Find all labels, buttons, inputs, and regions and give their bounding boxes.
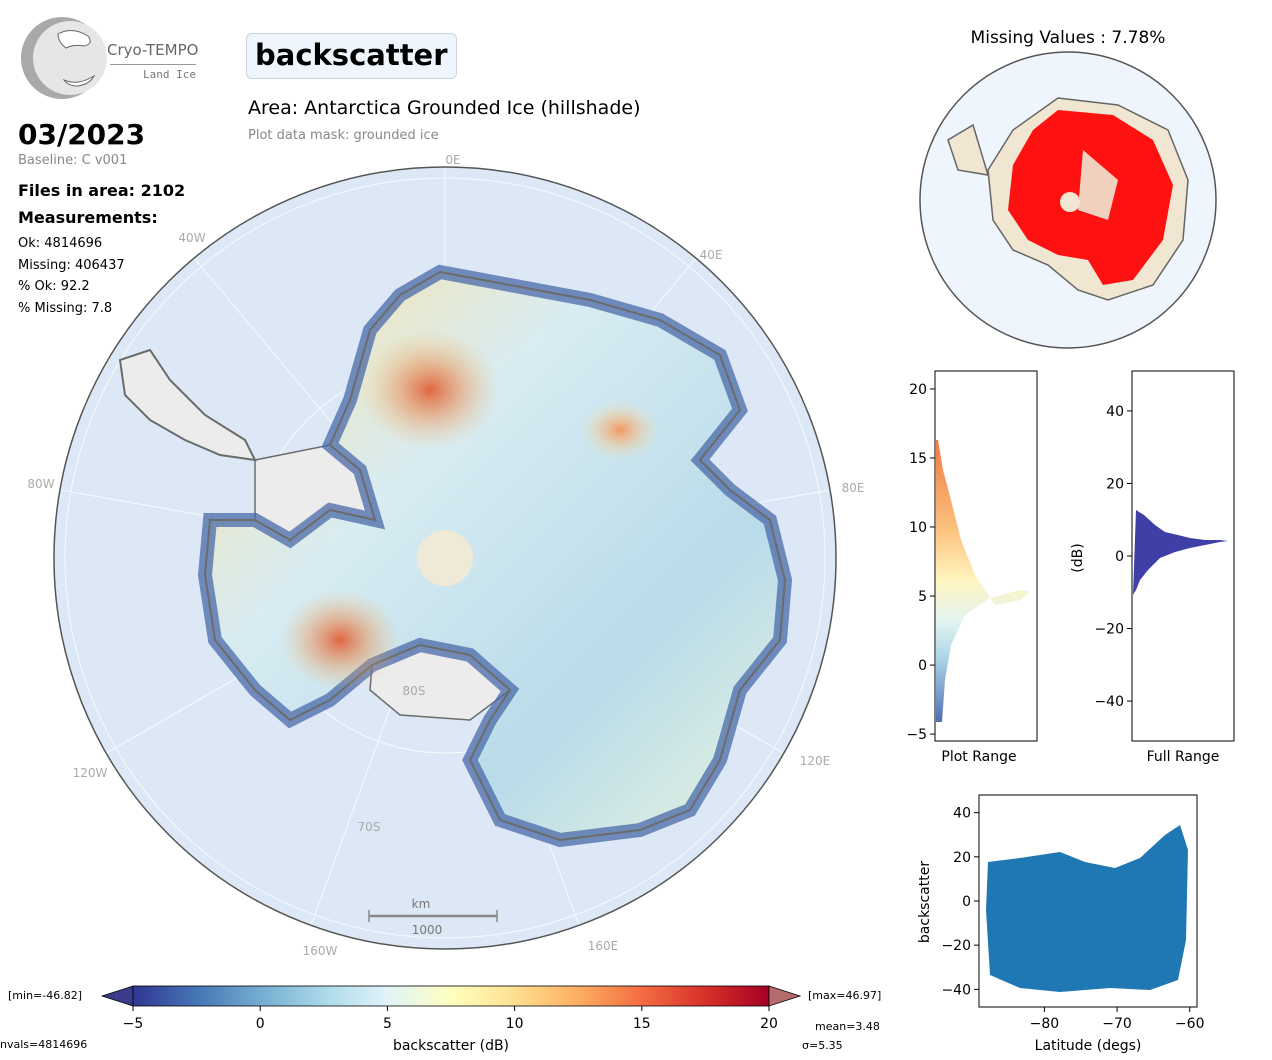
ok-count: Ok: 4814696 xyxy=(18,236,103,251)
scatter-ylabel: backscatter xyxy=(917,861,933,943)
lat-label: 70S xyxy=(358,820,381,834)
scale-unit: km xyxy=(412,897,431,911)
plot-range-y-tick-label: 20 xyxy=(909,382,927,398)
area-title: Area: Antarctica Grounded Ice (hillshade… xyxy=(248,97,641,119)
logo-subtitle: Land Ice xyxy=(143,68,196,81)
full-range-ylabel: (dB) xyxy=(1070,543,1086,572)
antarctic-peninsula xyxy=(118,348,257,462)
measurements-heading: Measurements: xyxy=(18,208,158,227)
colorbar-nvals: nvals=4814696 xyxy=(0,1038,87,1051)
colorbar-sigma: σ=5.35 xyxy=(802,1039,843,1052)
cryo-tempo-logo-icon xyxy=(21,17,107,99)
full-range-y-tick-label: 20 xyxy=(1106,476,1124,492)
colorbar-min-extend xyxy=(100,985,134,1007)
logo-name: Cryo-TEMPO xyxy=(107,41,199,59)
plot-range-bars xyxy=(936,440,1030,722)
plot-range-y-tick-label: 10 xyxy=(909,520,927,536)
lon-label: 40W xyxy=(178,231,205,245)
plot-range-y-tick-label: −5 xyxy=(906,727,927,743)
peninsula-ok-region xyxy=(947,123,990,176)
colorbar: −5 0 5 10 15 20 backscatter (dB) [min=-46.82]… xyxy=(0,985,881,1054)
colorbar-tick-label: 0 xyxy=(256,1016,265,1032)
scatter-x-tick-label: −80 xyxy=(1030,1016,1060,1032)
colorbar-tick-label: 20 xyxy=(760,1016,778,1032)
month-label: 03/2023 xyxy=(18,118,146,151)
full-range-histogram: −40 −20 0 20 40 Full Range (dB) xyxy=(1070,370,1235,765)
plot-range-y-tick-label: 15 xyxy=(909,451,927,467)
colorbar-max: [max=46.97] xyxy=(808,989,881,1002)
scatter-x-tick-label: −70 xyxy=(1102,1016,1132,1032)
colorbar-tick-label: 5 xyxy=(383,1016,392,1032)
colorbar-tick-label: 15 xyxy=(633,1016,651,1032)
scale-bar: km 1000 xyxy=(368,897,498,937)
lon-label: 0E xyxy=(445,153,460,167)
colorbar-max-extend xyxy=(768,985,802,1007)
missing-values-map xyxy=(919,51,1217,349)
scatter-x-tick-label: −60 xyxy=(1175,1016,1205,1032)
colorbar-gradient xyxy=(132,985,770,1007)
full-range-xlabel: Full Range xyxy=(1147,749,1220,765)
colorbar-min: [min=-46.82] xyxy=(8,989,82,1002)
full-range-y-tick-label: 40 xyxy=(1106,404,1124,420)
coastline xyxy=(203,270,787,842)
antarctica-map: 0E 40E 80E 120E 160E 160W 120W 80W 40W 8… xyxy=(27,153,865,958)
files-count: Files in area: 2102 xyxy=(18,181,186,200)
high-backscatter-region xyxy=(360,330,500,450)
plot-range-y-tick-label: 5 xyxy=(918,589,927,605)
latitude-scatter: −40 −20 0 20 40 −80 −70 −60 Latitude (degs) bac… xyxy=(917,794,1205,1054)
plot-range-y-tick-label: 0 xyxy=(918,658,927,674)
lon-label: 160E xyxy=(588,939,619,953)
plot-range-xlabel: Plot Range xyxy=(941,749,1016,765)
full-range-y-tick-label: −40 xyxy=(1094,694,1124,710)
lon-label: 120W xyxy=(73,766,108,780)
scale-value: 1000 xyxy=(412,923,443,937)
lon-label: 160W xyxy=(303,944,338,958)
colorbar-tick-label: 10 xyxy=(506,1016,524,1032)
pole-hole xyxy=(417,530,473,586)
scatter-points xyxy=(986,825,1188,992)
lat-label: 80S xyxy=(403,684,426,698)
high-backscatter-region xyxy=(280,590,400,690)
full-range-y-tick-label: −20 xyxy=(1094,622,1124,638)
scatter-y-tick-label: 40 xyxy=(953,806,971,822)
colorbar-tick-label: −5 xyxy=(123,1016,144,1032)
colorbar-label: backscatter (dB) xyxy=(393,1038,509,1054)
percent-ok: % Ok: 92.2 xyxy=(18,279,90,294)
lon-label: 80E xyxy=(842,481,865,495)
full-range-y-tick-label: 0 xyxy=(1115,549,1124,565)
percent-missing: % Missing: 7.8 xyxy=(18,301,113,316)
lon-label: 120E xyxy=(800,754,831,768)
high-backscatter-region xyxy=(580,400,660,460)
scatter-y-tick-label: −20 xyxy=(941,938,971,954)
scatter-y-tick-label: 0 xyxy=(962,894,971,910)
scatter-y-tick-label: 20 xyxy=(953,850,971,866)
mask-note: Plot data mask: grounded ice xyxy=(248,128,439,143)
lon-label: 80W xyxy=(27,477,54,491)
baseline-label: Baseline: C v001 xyxy=(18,153,128,168)
colorbar-mean: mean=3.48 xyxy=(815,1020,880,1033)
scatter-xlabel: Latitude (degs) xyxy=(1035,1038,1142,1054)
logo-divider xyxy=(110,64,196,65)
missing-values-title: Missing Values : 7.78% xyxy=(970,28,1166,48)
full-range-bars xyxy=(1133,510,1228,595)
plot-range-histogram: −5 0 5 10 15 20 Plot Range xyxy=(906,370,1038,765)
lon-label: 40E xyxy=(700,248,723,262)
scatter-y-tick-label: −40 xyxy=(941,982,971,998)
missing-count: Missing: 406437 xyxy=(18,258,125,273)
parameter-title: backscatter xyxy=(246,33,457,79)
